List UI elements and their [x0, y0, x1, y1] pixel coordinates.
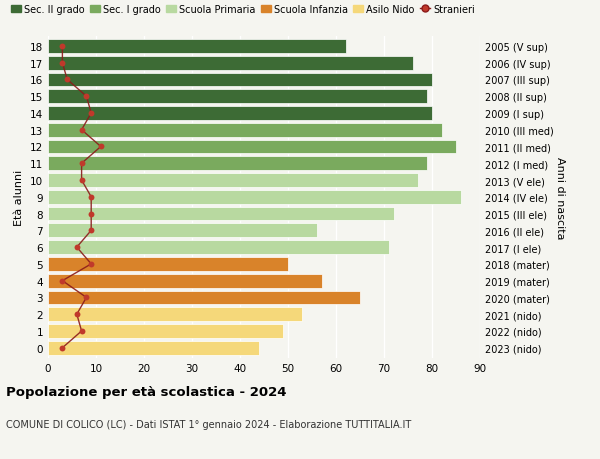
- Bar: [48, 40, 346, 54]
- Point: [77, 177, 86, 185]
- Point: [72, 244, 82, 251]
- Bar: [48, 140, 456, 154]
- Bar: [48, 123, 442, 137]
- Point: [77, 328, 86, 335]
- Point: [86, 194, 96, 201]
- Legend: Sec. II grado, Sec. I grado, Scuola Primaria, Scuola Infanzia, Asilo Nido, Stran: Sec. II grado, Sec. I grado, Scuola Prim…: [11, 5, 475, 15]
- Point: [72, 311, 82, 318]
- Point: [96, 144, 106, 151]
- Bar: [48, 308, 302, 321]
- Bar: [48, 257, 288, 271]
- Y-axis label: Anni di nascita: Anni di nascita: [555, 156, 565, 239]
- Text: COMUNE DI COLICO (LC) - Dati ISTAT 1° gennaio 2024 - Elaborazione TUTTITALIA.IT: COMUNE DI COLICO (LC) - Dati ISTAT 1° ge…: [6, 419, 411, 429]
- Point: [77, 127, 86, 134]
- Point: [58, 43, 67, 50]
- Point: [58, 344, 67, 352]
- Y-axis label: Età alunni: Età alunni: [14, 169, 25, 225]
- Point: [86, 227, 96, 235]
- Bar: [48, 207, 394, 221]
- Point: [86, 261, 96, 268]
- Bar: [48, 157, 427, 171]
- Bar: [48, 291, 360, 305]
- Bar: [48, 325, 283, 338]
- Bar: [48, 241, 389, 254]
- Point: [82, 93, 91, 101]
- Text: Popolazione per età scolastica - 2024: Popolazione per età scolastica - 2024: [6, 385, 287, 398]
- Point: [62, 77, 72, 84]
- Point: [86, 110, 96, 118]
- Bar: [48, 341, 259, 355]
- Point: [86, 210, 96, 218]
- Point: [58, 60, 67, 67]
- Bar: [48, 190, 461, 204]
- Bar: [48, 174, 418, 187]
- Bar: [48, 274, 322, 288]
- Bar: [48, 224, 317, 238]
- Bar: [48, 90, 427, 104]
- Point: [77, 160, 86, 168]
- Bar: [48, 56, 413, 70]
- Point: [82, 294, 91, 302]
- Point: [58, 277, 67, 285]
- Bar: [48, 73, 432, 87]
- Bar: [48, 107, 432, 121]
